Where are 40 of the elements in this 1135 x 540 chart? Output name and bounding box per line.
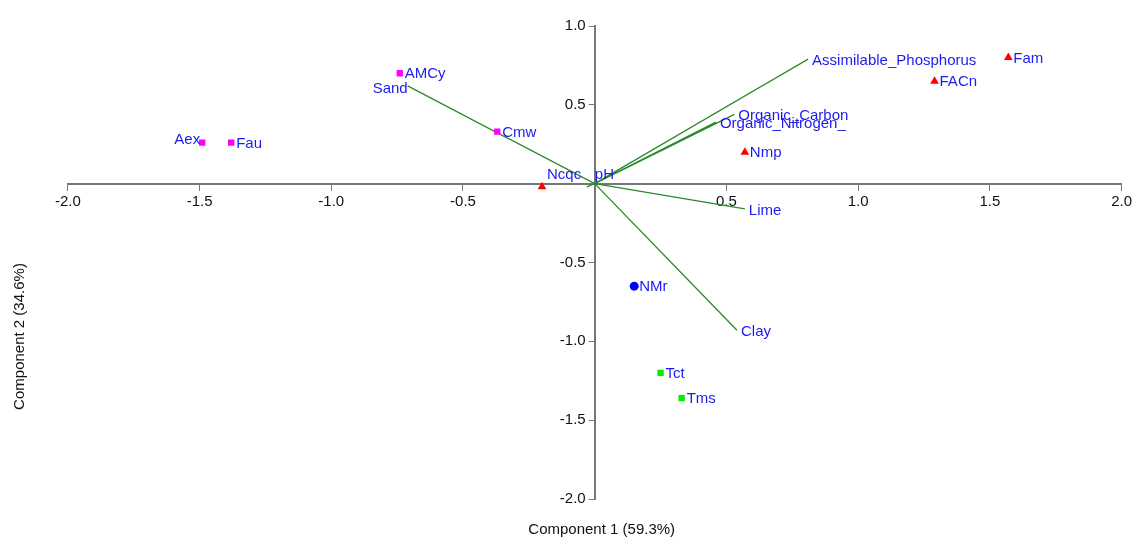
data-label: NMr [639,277,668,295]
x-tick-label: 1.5 [979,191,1001,209]
data-label: Assimilable_Phosphorus [812,51,977,69]
point [930,76,939,84]
data-label: Nmp [749,143,782,161]
y-tick-label: -1.0 [559,331,586,349]
point [537,181,547,190]
data-label: Ncqc [547,165,582,183]
data-label: AMCy [404,64,447,82]
data-label: Sand [372,79,408,97]
point [629,281,639,291]
y-axis-title: Component 2 (34.6%) [10,263,28,410]
data-label: Lime [748,201,782,219]
data-label: Cmw [502,122,537,140]
point [740,147,750,155]
data-label: Fau [236,133,263,151]
y-tick-label: -2.0 [559,489,586,507]
data-label: Aex [174,129,201,147]
x-tick-label: -2.0 [54,191,81,209]
data-label: Tct [665,364,686,382]
x-tick-label: -0.5 [450,191,476,209]
point [1003,52,1013,61]
x-tick-label: 0.5 [716,191,737,209]
x-tick-label: 2.0 [1111,191,1132,209]
point [678,394,685,402]
point [494,128,501,135]
y-tick-label: 1.0 [564,16,586,34]
x-tick-label: 1.0 [847,191,869,209]
data-label: Clay [740,322,772,340]
x-tick-label: -1.5 [186,191,213,209]
data-label: Fam [1013,48,1044,66]
point [657,369,664,377]
y-tick-label: -0.5 [559,252,586,270]
y-tick-label: 0.5 [564,94,586,112]
data-label: FACn [939,72,978,90]
x-axis-title: Component 1 (59.3%) [528,520,676,538]
point [227,139,235,146]
y-tick-label: -1.5 [559,410,586,428]
data-label: Tms [686,389,716,407]
x-tick-label: -1.0 [318,191,345,209]
